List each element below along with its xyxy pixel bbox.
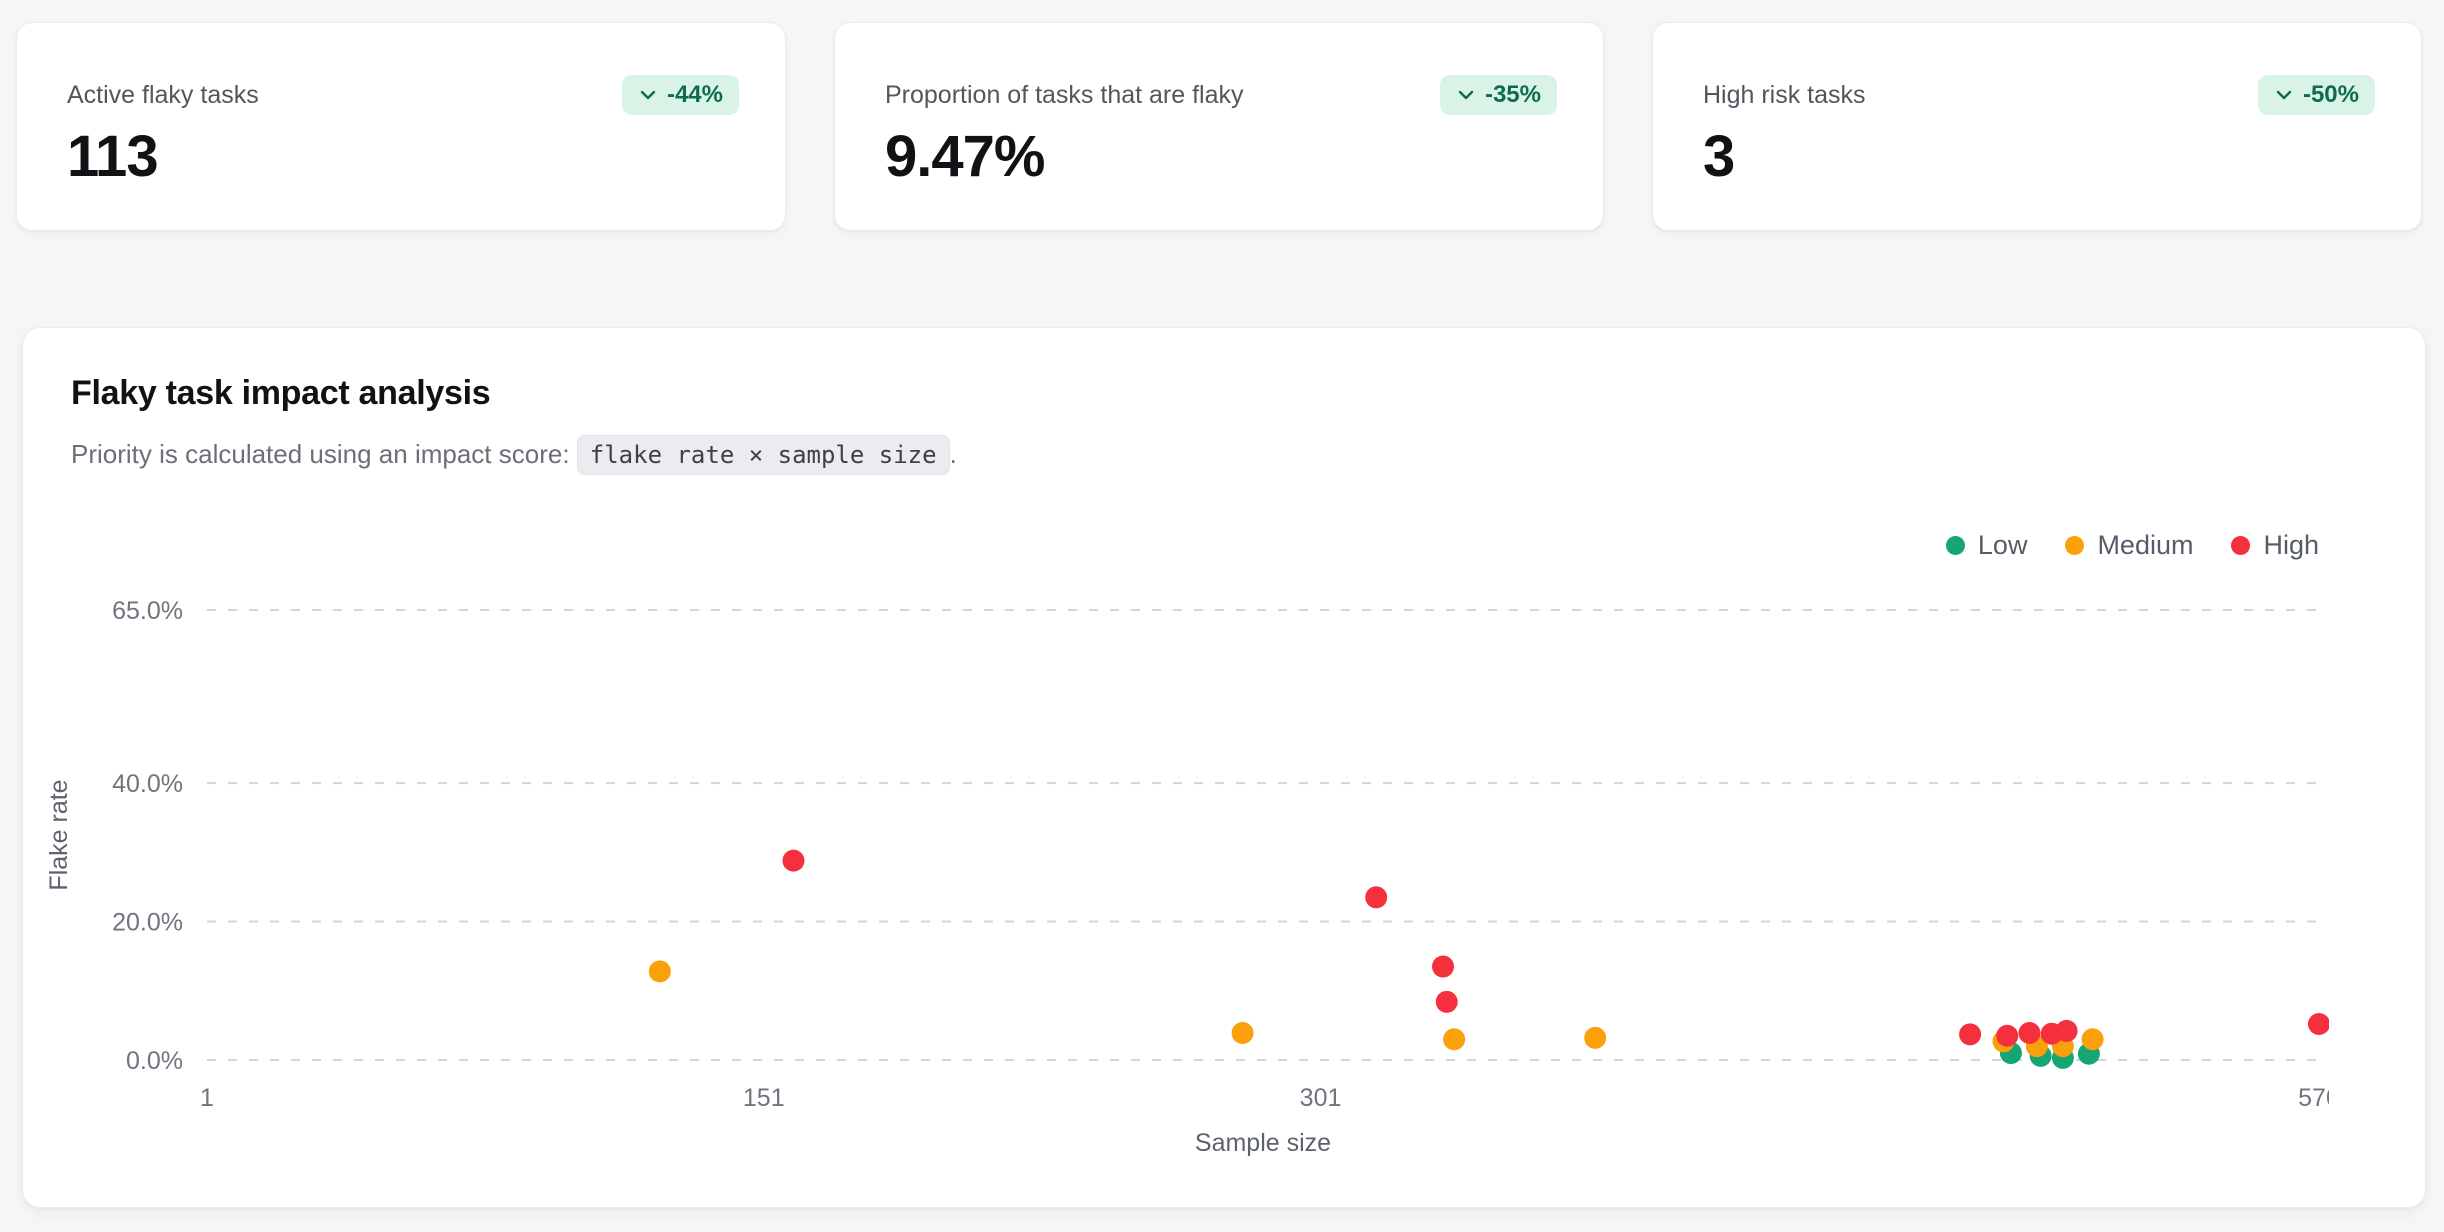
x-tick-label: 151 [743,1084,785,1112]
y-tick-label: 65.0% [112,597,183,625]
legend-item-low[interactable]: Low [1945,530,2028,561]
delta-badge: -44% [621,75,739,116]
data-point-high[interactable] [2055,1019,2078,1042]
stat-card-active-flaky-tasks: Active flaky tasks -44% 113 [16,22,786,231]
data-point-medium[interactable] [648,960,671,983]
data-point-high[interactable] [1365,886,1388,909]
delta-badge: -35% [1439,75,1557,116]
chart-subtitle-text: Priority is calculated using an impact s… [71,439,577,469]
data-point-medium[interactable] [1231,1022,1254,1044]
chart-subtitle: Priority is calculated using an impact s… [71,435,2377,475]
chevron-down-icon [1456,85,1476,105]
data-point-high[interactable] [2308,1013,2329,1035]
x-tick-label: 301 [1300,1084,1342,1112]
chart-panel: Flaky task impact analysis Priority is c… [22,327,2426,1208]
legend-label: Medium [2097,530,2194,560]
chart-legend: Low Medium High [1945,530,2319,561]
data-point-high[interactable] [2018,1022,2041,1044]
delta-badge: -50% [2257,75,2375,116]
data-point-high[interactable] [1959,1023,1982,1046]
data-point-high[interactable] [1435,990,1458,1013]
chart-subtitle-period: . [949,439,957,469]
delta-value: -35% [1484,81,1541,108]
legend-label: High [2263,530,2319,560]
data-point-high[interactable] [1996,1024,2019,1047]
data-point-high[interactable] [782,849,805,872]
stat-card-label: High risk tasks [1703,80,1866,109]
y-tick-label: 20.0% [112,909,183,937]
data-point-medium[interactable] [1584,1026,1607,1049]
stat-card-header: Proportion of tasks that are flaky -35% [885,75,1557,116]
stat-card-header: Active flaky tasks -44% [67,75,739,116]
chevron-down-icon [2274,85,2294,105]
legend-dot-low-icon [1945,536,1965,555]
stat-card-value: 113 [67,124,159,190]
x-tick-label: 1 [200,1084,214,1112]
y-tick-label: 40.0% [112,770,183,798]
stat-card-high-risk-tasks: High risk tasks -50% 3 [1652,22,2422,231]
data-point-high[interactable] [1432,955,1455,978]
delta-value: -44% [666,81,723,108]
chart-title: Flaky task impact analysis [71,374,491,412]
legend-item-medium[interactable]: Medium [2065,530,2193,561]
data-point-medium[interactable] [1443,1028,1466,1051]
legend-label: Low [1977,530,2028,560]
data-point-medium[interactable] [2081,1028,2104,1051]
y-axis-title: Flake rate [45,779,73,890]
legend-dot-medium-icon [2065,536,2085,555]
scatter-chart[interactable]: 0.0% 20.0% 40.0% 65.0% 1 151 301 570 Sample size… [23,561,2329,1181]
stat-card-value: 3 [1703,124,1735,190]
stat-card-value: 9.47% [885,124,1045,190]
chevron-down-icon [638,85,658,105]
legend-item-high[interactable]: High [2231,530,2319,561]
y-tick-label: 0.0% [126,1047,183,1075]
x-axis-title: Sample size [1195,1129,1331,1157]
legend-dot-high-icon [2231,536,2251,555]
x-tick-label: 570 [2298,1084,2329,1112]
stat-card-label: Proportion of tasks that are flaky [885,80,1244,109]
stat-card-label: Active flaky tasks [67,80,259,109]
stat-card-header: High risk tasks -50% [1703,75,2375,116]
impact-score-formula-chip: flake rate × sample size [576,435,950,475]
delta-value: -50% [2302,81,2359,108]
stat-card-proportion-flaky: Proportion of tasks that are flaky -35% … [834,22,1604,231]
stat-cards-row: Active flaky tasks -44% 113 Proportion o… [16,22,2422,231]
